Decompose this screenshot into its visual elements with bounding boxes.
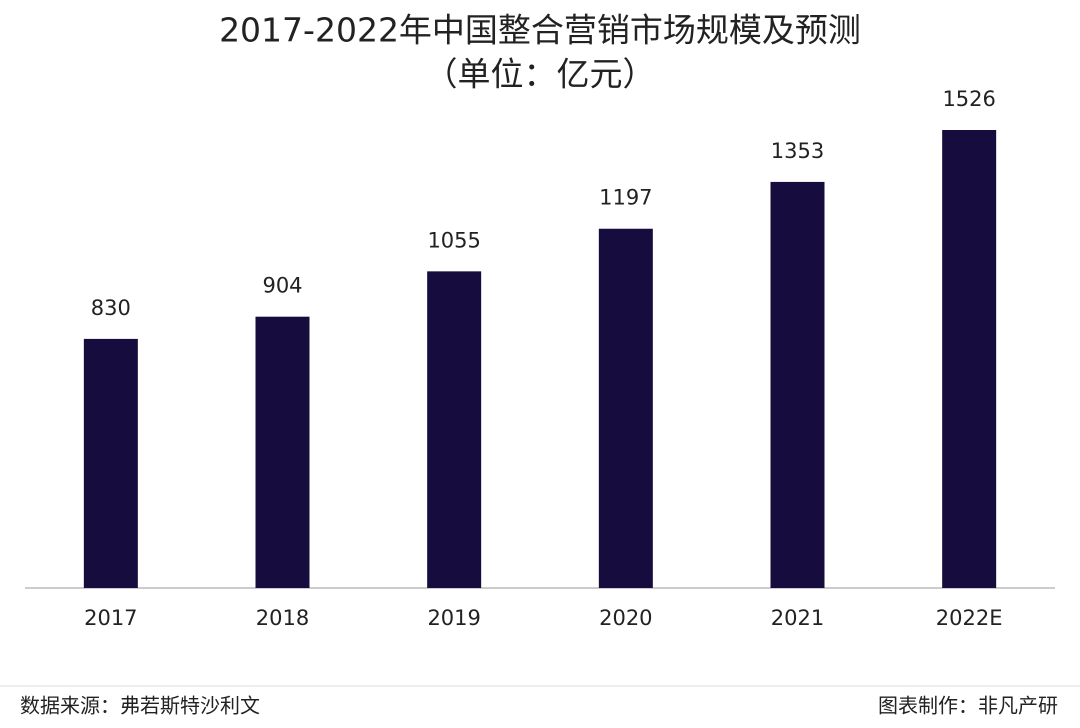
- x-tick-label: 2020: [599, 606, 652, 630]
- bar: [83, 338, 138, 588]
- data-label: 904: [262, 274, 302, 298]
- bar: [598, 228, 653, 589]
- data-label: 1353: [771, 139, 824, 163]
- chart-title: 2017-2022年中国整合营销市场规模及预测: [219, 11, 861, 50]
- x-tick-label: 2017: [84, 606, 137, 630]
- bar: [942, 130, 997, 588]
- x-tick-label: 2018: [256, 606, 309, 630]
- x-tick-label: 2019: [427, 606, 480, 630]
- bar: [770, 181, 825, 588]
- x-tick-label: 2021: [771, 606, 824, 630]
- credit-note: 图表制作：非凡产研: [878, 694, 1058, 718]
- bar: [427, 271, 482, 588]
- data-label: 1526: [942, 87, 995, 111]
- bar: [255, 316, 310, 588]
- source-note: 数据来源：弗若斯特沙利文: [20, 694, 260, 718]
- data-label: 1055: [427, 228, 480, 252]
- chart-subtitle: （单位：亿元）: [425, 55, 656, 94]
- x-tick-label: 2022E: [936, 606, 1003, 630]
- data-label: 1197: [599, 186, 652, 210]
- data-label: 830: [91, 296, 131, 320]
